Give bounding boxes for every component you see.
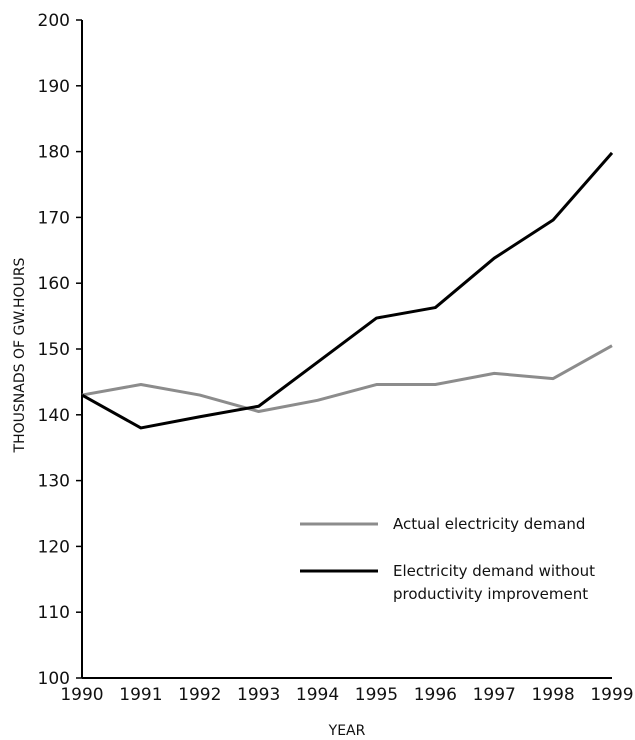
x-tick-label: 1994 — [296, 685, 339, 705]
y-axis-label: THOUSNADS OF GW.HOURS — [12, 257, 28, 453]
legend-label-without-line2: productivity improvement — [393, 585, 588, 603]
y-tick-label: 130 — [38, 472, 70, 492]
x-tick-label: 1992 — [178, 685, 221, 705]
y-tick-label: 160 — [38, 274, 70, 294]
y-axis-ticks: 100 110 120 130 140 150 160 170 180 190 200 — [38, 11, 82, 689]
x-tick-label: 1997 — [473, 685, 516, 705]
x-tick-label: 1999 — [590, 685, 633, 705]
y-tick-label: 140 — [38, 406, 70, 426]
x-tick-label: 1996 — [414, 685, 457, 705]
x-tick-label: 1993 — [237, 685, 280, 705]
x-tick-label: 1995 — [355, 685, 398, 705]
x-axis-label: YEAR — [328, 723, 366, 739]
y-tick-label: 100 — [38, 669, 70, 689]
legend: Actual electricity demand Electricity de… — [300, 515, 595, 603]
y-tick-label: 180 — [38, 143, 70, 163]
y-tick-label: 170 — [38, 208, 70, 228]
legend-label-without-line1: Electricity demand without — [393, 562, 595, 580]
y-tick-label: 110 — [38, 603, 70, 623]
series-layer — [81, 151, 614, 430]
y-tick-label: 150 — [38, 340, 70, 360]
x-tick-label: 1998 — [531, 685, 574, 705]
legend-label-actual: Actual electricity demand — [393, 515, 585, 533]
y-tick-label: 120 — [38, 537, 70, 557]
series-line-actual — [81, 344, 613, 414]
x-tick-label: 1991 — [119, 685, 162, 705]
series-line-without-improvement — [81, 151, 614, 430]
x-axis-ticks: 1990 1991 1992 1993 1994 1995 1996 1997 1998 1999 — [60, 685, 633, 705]
x-tick-label: 1990 — [60, 685, 103, 705]
y-tick-label: 200 — [38, 11, 70, 31]
y-tick-label: 190 — [38, 77, 70, 97]
